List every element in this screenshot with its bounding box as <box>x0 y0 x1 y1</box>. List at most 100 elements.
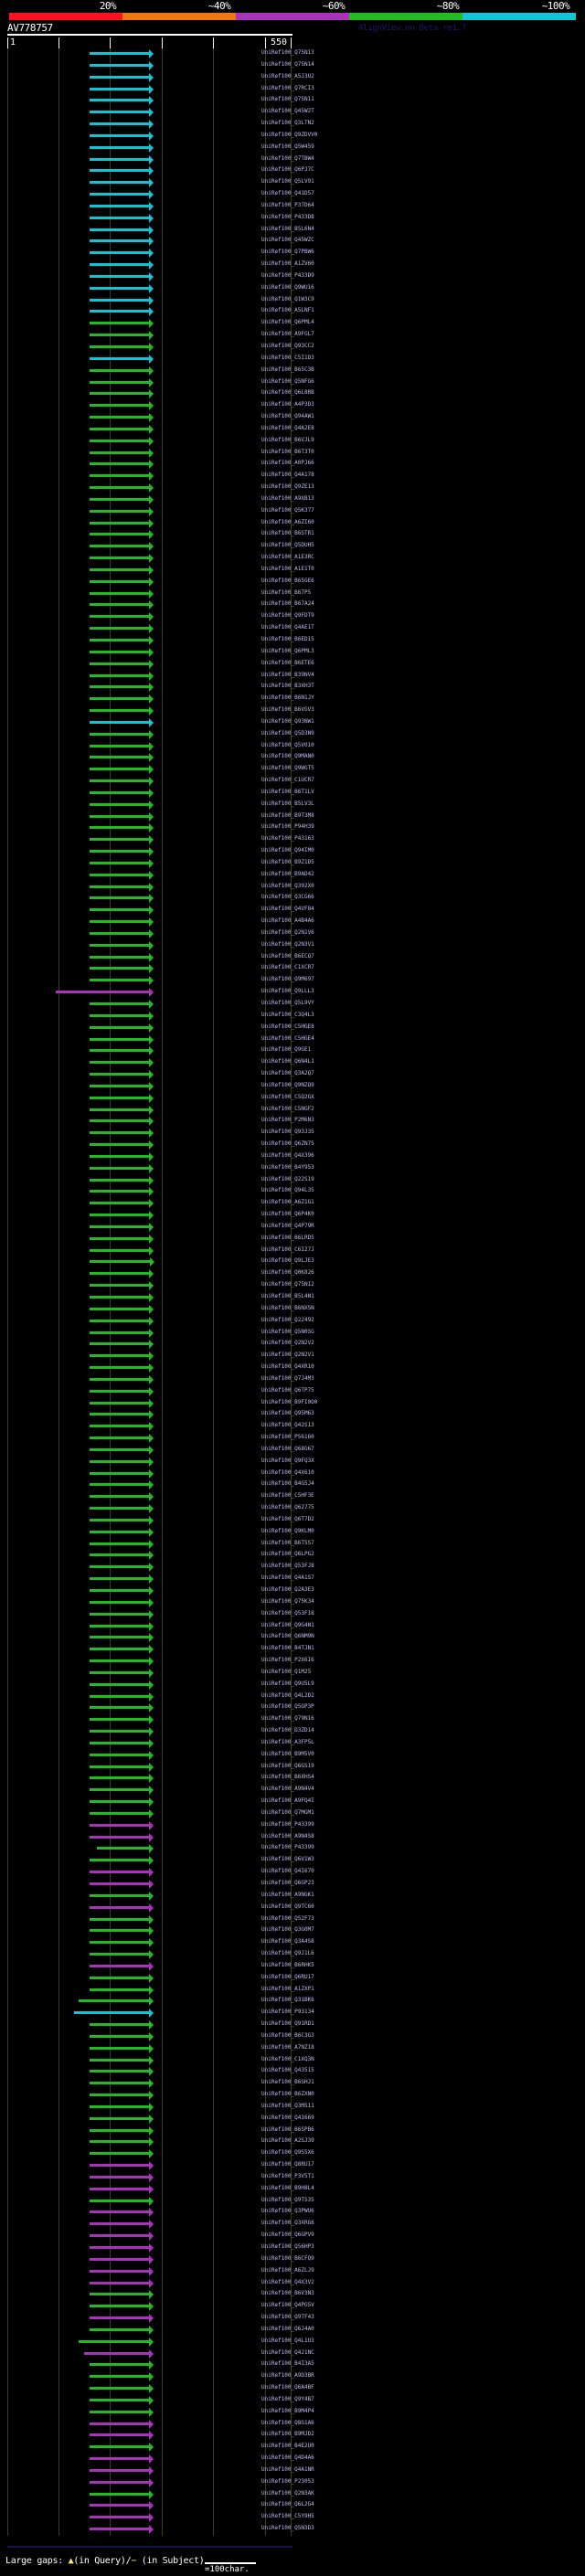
hsp-bar[interactable] <box>90 1413 149 1415</box>
table-row[interactable] <box>7 2465 292 2475</box>
subject-id-label[interactable]: UniRef100_Q9ZE13 <box>261 483 314 490</box>
hsp-bar[interactable] <box>90 404 149 407</box>
subject-id-label[interactable]: UniRef100_P43399 <box>261 1844 314 1850</box>
subject-id-label[interactable]: UniRef100_A9FGL7 <box>261 331 314 337</box>
subject-id-label[interactable]: UniRef100_Q6A4BF <box>261 2384 314 2390</box>
table-row[interactable] <box>7 659 292 669</box>
table-row[interactable] <box>7 2102 292 2112</box>
table-row[interactable] <box>7 2266 292 2276</box>
hsp-bar[interactable] <box>90 2258 149 2261</box>
subject-id-label[interactable]: UniRef100_Q6PML4 <box>261 319 314 325</box>
hsp-bar[interactable] <box>90 2493 149 2496</box>
subject-id-label[interactable]: UniRef100_Q4X396 <box>261 1152 314 1159</box>
hsp-bar[interactable] <box>90 1155 149 1158</box>
hsp-bar[interactable] <box>90 146 149 149</box>
hsp-bar[interactable] <box>90 2200 149 2202</box>
subject-id-label[interactable]: UniRef100_B9MJD2 <box>261 2431 314 2437</box>
table-row[interactable] <box>7 412 292 422</box>
hsp-bar[interactable] <box>90 2023 149 2026</box>
subject-id-label[interactable]: UniRef100_Q52F73 <box>261 1915 314 1922</box>
hsp-bar[interactable] <box>90 533 149 535</box>
hsp-bar[interactable] <box>90 1882 149 1885</box>
hsp-bar[interactable] <box>90 193 149 196</box>
table-row[interactable] <box>7 1867 292 1877</box>
table-row[interactable] <box>7 494 292 504</box>
table-row[interactable] <box>7 1762 292 1772</box>
table-row[interactable] <box>7 1222 292 1232</box>
subject-id-label[interactable]: UniRef100_Q0K826 <box>261 1269 314 1276</box>
subject-id-label[interactable]: UniRef100_Q5NFG6 <box>261 378 314 385</box>
table-row[interactable] <box>7 506 292 516</box>
table-row[interactable] <box>7 1445 292 1455</box>
subject-id-label[interactable]: UniRef100_P3V5T1 <box>261 2173 314 2179</box>
table-row[interactable] <box>7 553 292 563</box>
table-row[interactable] <box>7 671 292 681</box>
subject-id-label[interactable]: UniRef100_Q6PJ7C <box>261 166 314 173</box>
subject-id-label[interactable]: UniRef100_Q79N16 <box>261 1715 314 1722</box>
hsp-bar[interactable] <box>90 2387 149 2390</box>
hsp-bar[interactable] <box>90 205 149 207</box>
hsp-bar[interactable] <box>90 239 149 242</box>
hsp-bar[interactable] <box>90 1894 149 1897</box>
subject-id-label[interactable]: UniRef100_Q68G67 <box>261 1446 314 1452</box>
subject-id-label[interactable]: UniRef100_Q4X610 <box>261 1469 314 1476</box>
hsp-bar[interactable] <box>90 1002 149 1005</box>
table-row[interactable] <box>7 647 292 657</box>
subject-id-label[interactable]: UniRef100_Q6ZN75 <box>261 1140 314 1147</box>
table-row[interactable] <box>7 975 292 985</box>
table-row[interactable] <box>7 2196 292 2206</box>
subject-id-label[interactable]: UniRef100_A9N4V4 <box>261 1786 314 1792</box>
hsp-bar[interactable] <box>90 1648 149 1650</box>
table-row[interactable] <box>7 1832 292 1842</box>
hsp-bar[interactable] <box>90 1143 149 1146</box>
subject-id-label[interactable]: UniRef100_Q8RU17 <box>261 2161 314 2168</box>
table-row[interactable] <box>7 1668 292 1678</box>
table-row[interactable] <box>7 260 292 270</box>
hsp-bar[interactable] <box>90 697 149 700</box>
hsp-bar[interactable] <box>90 826 149 829</box>
hsp-bar[interactable] <box>90 1542 149 1545</box>
hsp-bar[interactable] <box>90 803 149 806</box>
table-row[interactable] <box>7 1515 292 1525</box>
subject-id-label[interactable]: UniRef100_C1XQ3N <box>261 2056 314 2062</box>
table-row[interactable] <box>7 342 292 352</box>
hsp-bar[interactable] <box>90 1519 149 1521</box>
subject-id-label[interactable]: UniRef100_Q3CG66 <box>261 894 314 900</box>
subject-id-label[interactable]: UniRef100_Q9LLL3 <box>261 988 314 994</box>
hsp-bar[interactable] <box>90 2035 149 2038</box>
table-row[interactable] <box>7 1351 292 1361</box>
hsp-bar[interactable] <box>90 1296 149 1299</box>
hsp-bar[interactable] <box>90 369 149 372</box>
subject-id-label[interactable]: UniRef100_B4E2U0 <box>261 2443 314 2449</box>
subject-id-label[interactable]: UniRef100_Q6GP23 <box>261 1880 314 1886</box>
subject-id-label[interactable]: UniRef100_Q7MGM1 <box>261 1809 314 1816</box>
subject-id-label[interactable]: UniRef100_Q42S13 <box>261 1422 314 1428</box>
subject-id-label[interactable]: UniRef100_B6C3G3 <box>261 2032 314 2039</box>
hsp-bar[interactable] <box>90 2457 149 2460</box>
table-row[interactable] <box>7 2348 292 2359</box>
hsp-bar[interactable] <box>90 1073 149 1076</box>
hsp-bar[interactable] <box>90 1378 149 1381</box>
subject-id-label[interactable]: UniRef100_P2X6I6 <box>261 1657 314 1663</box>
subject-id-label[interactable]: UniRef100_Q6T7D2 <box>261 1516 314 1522</box>
hsp-bar[interactable] <box>90 64 149 67</box>
table-row[interactable] <box>7 2090 292 2100</box>
subject-id-label[interactable]: UniRef100_Q3XRG6 <box>261 2220 314 2226</box>
table-row[interactable] <box>7 1656 292 1666</box>
subject-id-label[interactable]: UniRef100_Q91RD1 <box>261 2020 314 2027</box>
subject-id-label[interactable]: UniRef100_Q9Y4B7 <box>261 2396 314 2402</box>
table-row[interactable] <box>7 1574 292 1584</box>
subject-id-label[interactable]: UniRef100_Q2N1V6 <box>261 929 314 936</box>
table-row[interactable] <box>7 1691 292 1701</box>
subject-id-label[interactable]: UniRef100_Q45W2T <box>261 108 314 114</box>
subject-id-label[interactable]: UniRef100_B6T5S7 <box>261 1540 314 1546</box>
hsp-bar[interactable] <box>90 1038 149 1041</box>
hsp-bar[interactable] <box>90 874 149 876</box>
hsp-bar[interactable] <box>90 956 149 959</box>
hsp-bar[interactable] <box>90 2234 149 2237</box>
table-row[interactable] <box>7 764 292 774</box>
hsp-bar[interactable] <box>90 1167 149 1170</box>
table-row[interactable] <box>7 1680 292 1690</box>
hsp-bar[interactable] <box>90 1671 149 1674</box>
table-row[interactable] <box>7 2278 292 2288</box>
